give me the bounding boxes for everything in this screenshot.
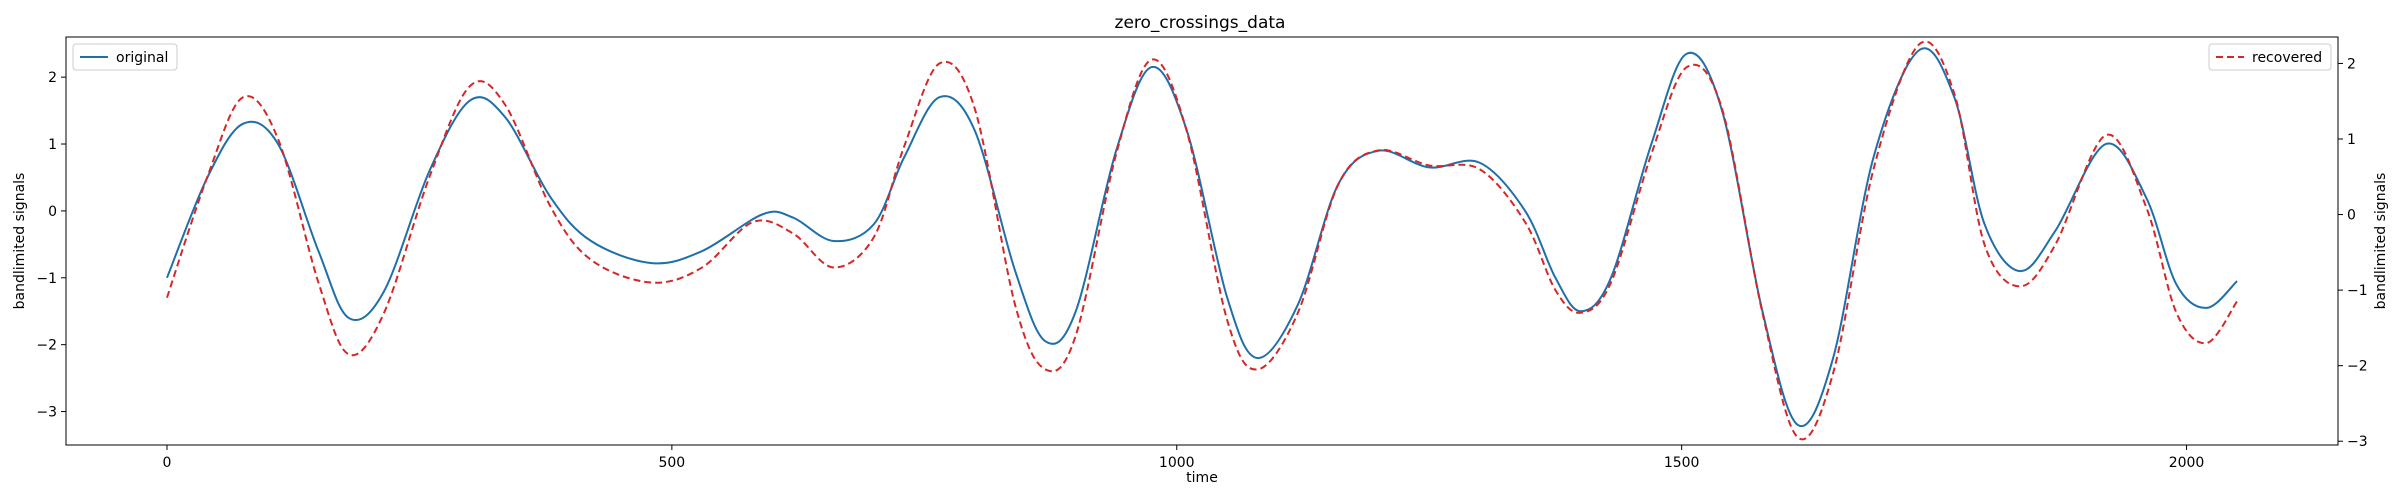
y-left-tick-label: 1 bbox=[48, 137, 57, 153]
y-left-tick-label: −2 bbox=[36, 338, 57, 354]
y-axis-right-ticks: 2 1 0 −1 −2 −3 bbox=[2338, 56, 2368, 450]
legend-original: original bbox=[72, 43, 178, 71]
y-right-tick-label: −1 bbox=[2347, 283, 2368, 299]
x-tick-label: 1000 bbox=[1159, 455, 1195, 471]
y-left-tick-label: 2 bbox=[48, 70, 57, 86]
x-tick-label: 2000 bbox=[2169, 455, 2205, 471]
y-axis-left-ticks: 2 1 0 −1 −2 −3 bbox=[36, 70, 66, 421]
y-axis-left-label: bandlimited signals bbox=[12, 173, 28, 310]
x-tick-label: 1500 bbox=[1664, 455, 1700, 471]
x-axis-ticks: 0 500 1000 1500 2000 bbox=[163, 445, 2205, 471]
y-right-tick-label: 0 bbox=[2347, 208, 2356, 224]
plot-frame bbox=[65, 36, 2339, 446]
legend-recovered: recovered bbox=[2208, 43, 2332, 71]
chart-title: zero_crossings_data bbox=[1115, 13, 1286, 33]
x-tick-label: 0 bbox=[163, 455, 172, 471]
y-right-tick-label: −2 bbox=[2347, 359, 2368, 375]
legend-recovered-box bbox=[2208, 43, 2332, 71]
x-axis-label: time bbox=[1186, 470, 1218, 486]
y-axis-right-label: bandlimited signals bbox=[2373, 173, 2389, 310]
y-right-tick-label: 1 bbox=[2347, 132, 2356, 148]
legend-original-box bbox=[72, 43, 178, 71]
y-left-tick-label: −1 bbox=[36, 271, 57, 287]
plot-area: 0 500 1000 1500 2000 2 1 0 −1 −2 −3 2 1 0 −1 −2 −3 bbox=[36, 36, 2368, 471]
legend-original-label: original bbox=[116, 50, 168, 66]
series-line-recovered bbox=[166, 40, 2238, 441]
y-left-tick-label: 0 bbox=[48, 204, 57, 220]
series-line-original bbox=[166, 47, 2238, 428]
y-left-tick-label: −3 bbox=[36, 405, 57, 421]
legend-recovered-label: recovered bbox=[2252, 50, 2322, 66]
y-right-tick-label: −3 bbox=[2347, 434, 2368, 450]
series-layer bbox=[166, 40, 2238, 441]
x-tick-label: 500 bbox=[658, 455, 685, 471]
y-right-tick-label: 2 bbox=[2347, 56, 2356, 72]
